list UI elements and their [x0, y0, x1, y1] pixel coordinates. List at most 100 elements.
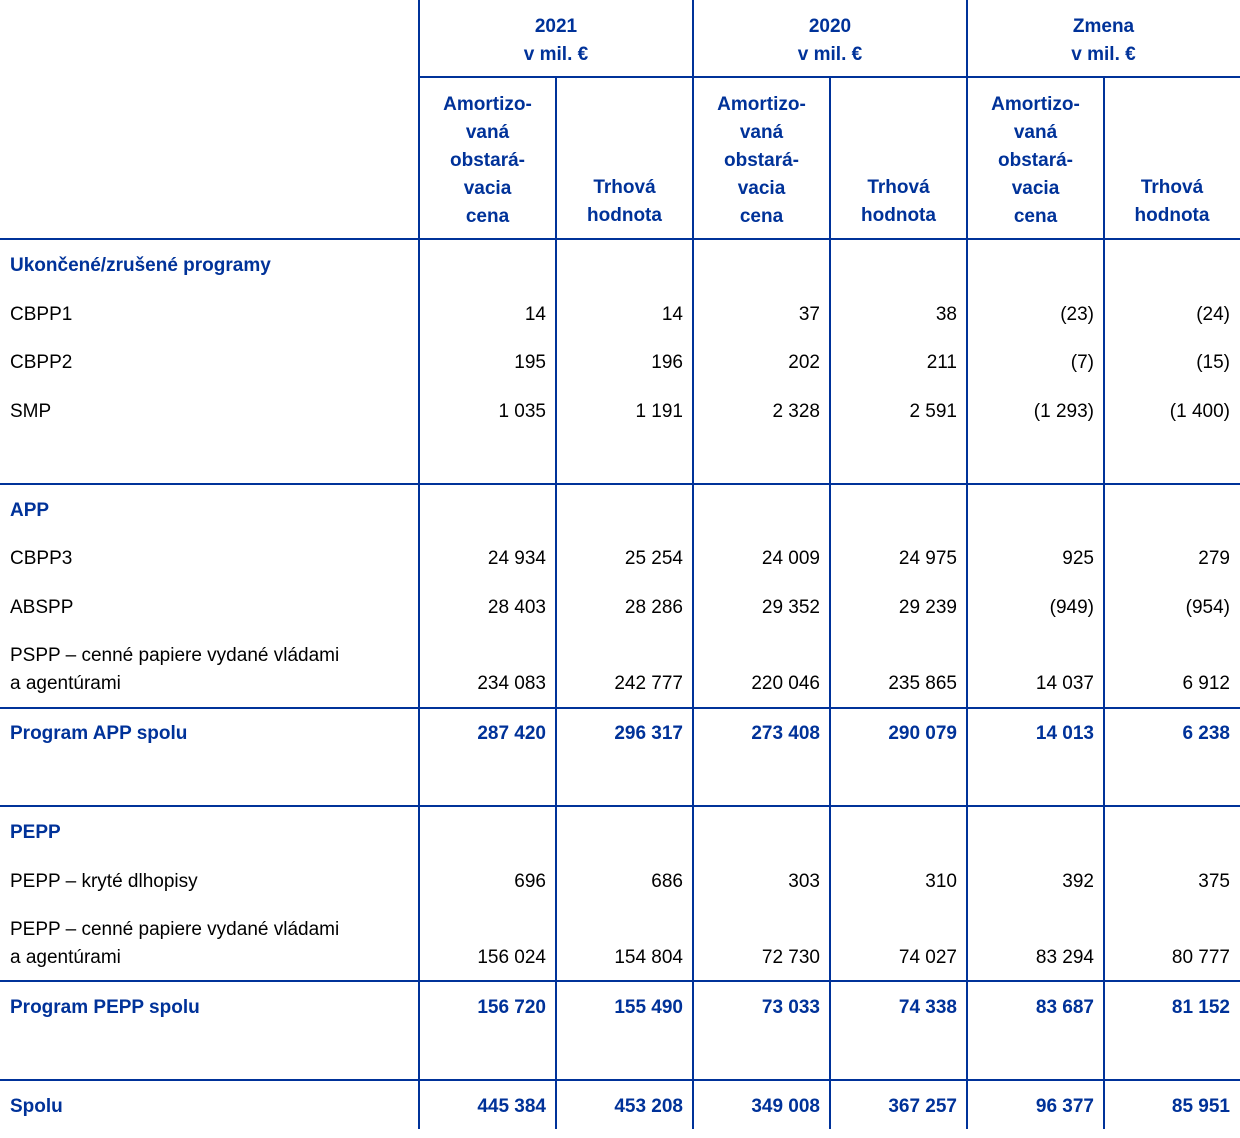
value-cell: 156 720	[477, 997, 546, 1018]
subheader-market-value: Trhová hodnota	[1134, 177, 1210, 226]
value-cell: 73 033	[761, 997, 820, 1018]
value-cell: 392	[1062, 871, 1094, 892]
total-label: Program APP spolu	[10, 723, 188, 744]
value-cell: 202	[788, 352, 820, 373]
row-divider	[0, 805, 1240, 807]
column-divider	[692, 0, 694, 1129]
value-cell: 6 912	[1182, 673, 1230, 694]
value-cell: (24)	[1196, 304, 1230, 325]
value-cell: 29 239	[898, 597, 957, 618]
value-cell: 279	[1198, 548, 1230, 569]
value-cell: 96 377	[1035, 1096, 1094, 1117]
row-label: PSPP – cenné papiere vydané vládami a ag…	[10, 645, 340, 694]
row-divider	[0, 238, 1240, 240]
column-group-unit: v mil. €	[797, 44, 863, 65]
value-cell: 303	[788, 871, 820, 892]
total-label: Program PEPP spolu	[10, 997, 200, 1018]
column-group-year: 2020	[808, 16, 852, 37]
column-divider	[418, 0, 420, 1129]
value-cell: 686	[651, 871, 683, 892]
header-divider	[419, 76, 1240, 78]
value-cell: 349 008	[751, 1096, 820, 1117]
value-cell: 310	[925, 871, 957, 892]
row-divider	[0, 980, 1240, 982]
value-cell: 14	[524, 304, 546, 325]
value-cell: (954)	[1185, 597, 1230, 618]
value-cell: (1 293)	[1033, 401, 1094, 422]
row-divider	[0, 483, 1240, 485]
subheader-amortized-cost: Amortizo- vaná obstará- vacia cena	[443, 94, 532, 227]
column-divider	[829, 76, 831, 1129]
row-label: SMP	[10, 401, 52, 422]
value-cell: (7)	[1070, 352, 1094, 373]
value-cell: 1 035	[498, 401, 546, 422]
value-cell: 72 730	[761, 947, 820, 968]
value-cell: 925	[1062, 548, 1094, 569]
column-divider	[1103, 76, 1105, 1129]
value-cell: 14 037	[1035, 673, 1094, 694]
value-cell: 81 152	[1171, 997, 1230, 1018]
value-cell: 242 777	[614, 673, 683, 694]
row-label: CBPP3	[10, 548, 73, 569]
subheader-amortized-cost: Amortizo- vaná obstará- vacia cena	[717, 94, 806, 227]
value-cell: 196	[651, 352, 683, 373]
value-cell: 83 294	[1035, 947, 1094, 968]
row-label: ABSPP	[10, 597, 74, 618]
column-group-year: Zmena	[1072, 16, 1135, 37]
value-cell: 696	[514, 871, 546, 892]
value-cell: 1 191	[635, 401, 683, 422]
value-cell: (949)	[1049, 597, 1094, 618]
value-cell: 83 687	[1035, 997, 1094, 1018]
column-group-year: 2021	[534, 16, 578, 37]
row-label: CBPP1	[10, 304, 73, 325]
value-cell: 287 420	[477, 723, 546, 744]
column-divider	[555, 76, 557, 1129]
column-divider	[966, 0, 968, 1129]
row-label: PEPP – kryté dlhopisy	[10, 871, 198, 892]
value-cell: 290 079	[888, 723, 957, 744]
value-cell: 80 777	[1171, 947, 1230, 968]
value-cell: 296 317	[614, 723, 683, 744]
value-cell: 24 975	[898, 548, 957, 569]
value-cell: 14 013	[1035, 723, 1094, 744]
section-heading: PEPP	[10, 822, 61, 843]
value-cell: 29 352	[761, 597, 820, 618]
value-cell: 85 951	[1171, 1096, 1230, 1117]
value-cell: 28 286	[624, 597, 683, 618]
column-group-unit: v mil. €	[1071, 44, 1136, 65]
total-label: Spolu	[10, 1096, 63, 1117]
section-heading: Ukončené/zrušené programy	[10, 255, 271, 276]
value-cell: 24 934	[487, 548, 546, 569]
row-label: CBPP2	[10, 352, 73, 373]
row-divider	[0, 707, 1240, 709]
value-cell: (23)	[1060, 304, 1094, 325]
value-cell: 2 591	[909, 401, 957, 422]
value-cell: 445 384	[477, 1096, 546, 1117]
row-divider	[0, 1079, 1240, 1081]
value-cell: 273 408	[751, 723, 820, 744]
value-cell: 2 328	[772, 401, 820, 422]
value-cell: (1 400)	[1169, 401, 1230, 422]
value-cell: 220 046	[751, 673, 820, 694]
value-cell: 37	[798, 304, 820, 325]
subheader-market-value: Trhová hodnota	[861, 177, 936, 226]
value-cell: 235 865	[888, 673, 957, 694]
value-cell: 195	[514, 352, 546, 373]
value-cell: 6 238	[1182, 723, 1230, 744]
value-cell: 234 083	[477, 673, 546, 694]
value-cell: (15)	[1196, 352, 1230, 373]
value-cell: 154 804	[614, 947, 683, 968]
value-cell: 28 403	[487, 597, 546, 618]
subheader-market-value: Trhová hodnota	[587, 177, 662, 226]
value-cell: 211	[926, 352, 957, 373]
subheader-amortized-cost: Amortizo- vaná obstará- vacia cena	[991, 94, 1080, 227]
value-cell: 367 257	[888, 1096, 957, 1117]
value-cell: 453 208	[614, 1096, 683, 1117]
value-cell: 74 027	[898, 947, 957, 968]
column-group-unit: v mil. €	[523, 44, 589, 65]
row-label: PEPP – cenné papiere vydané vládami a ag…	[10, 919, 340, 968]
value-cell: 74 338	[898, 997, 957, 1018]
section-heading: APP	[10, 500, 50, 521]
value-cell: 38	[935, 304, 957, 325]
value-cell: 25 254	[624, 548, 683, 569]
